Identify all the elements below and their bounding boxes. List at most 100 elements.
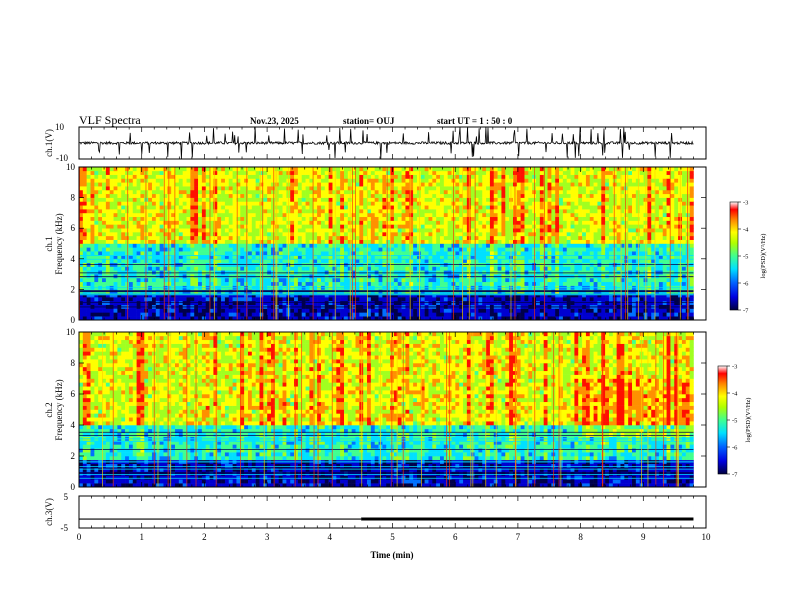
spectrogram-cell xyxy=(489,254,495,260)
spectrogram-cell xyxy=(332,243,337,248)
spectrogram-cell xyxy=(205,293,210,298)
spectrogram-cell xyxy=(374,197,379,202)
spectrogram-cell xyxy=(405,251,410,256)
spectrogram-cell xyxy=(516,258,521,263)
spectrogram-cell xyxy=(432,212,437,218)
spectrogram-cell xyxy=(290,281,295,286)
spectrogram-cell xyxy=(301,243,306,248)
spectrogram-cell xyxy=(432,167,437,172)
spectrogram-cell xyxy=(79,232,84,237)
spectrogram-cell xyxy=(171,228,176,233)
spectrogram-cell xyxy=(328,197,333,202)
spectrogram-cell xyxy=(194,209,199,214)
spectrogram-cell xyxy=(105,228,111,233)
spectrogram-cell xyxy=(320,239,326,244)
spectrogram-cell xyxy=(263,293,268,298)
spectrogram-cell xyxy=(148,224,153,229)
spectrogram-cell xyxy=(343,220,349,225)
spectrogram-cell xyxy=(489,243,495,248)
spectrogram-cell xyxy=(543,174,548,179)
spectrogram-cell xyxy=(278,201,283,206)
spectrogram-cell xyxy=(324,212,329,218)
spectrogram-cell xyxy=(489,293,495,298)
spectrogram-cell xyxy=(194,228,199,233)
spectrogram-cell xyxy=(151,189,157,195)
spectrogram-cell xyxy=(201,243,207,248)
spectrogram-cell xyxy=(182,312,187,317)
spectrogram-cell xyxy=(405,266,410,271)
spectrogram-cell xyxy=(351,209,356,214)
spectrogram-cell xyxy=(217,220,222,225)
spectrogram-cell xyxy=(117,186,122,191)
spectrogram-cell xyxy=(128,270,134,275)
spectrogram-cell xyxy=(440,239,445,244)
spectrogram-cell xyxy=(374,170,379,175)
spectrogram-cell xyxy=(474,254,479,260)
spectrogram-cell xyxy=(236,258,241,263)
spectrogram-cell xyxy=(205,270,210,275)
spectrogram-cell xyxy=(155,312,160,317)
spectrogram-cell xyxy=(105,312,111,317)
spectrogram-cell xyxy=(263,316,268,321)
spectrogram-cell xyxy=(205,170,210,175)
spectrogram-cell xyxy=(228,266,233,271)
spectrogram-cell xyxy=(320,178,326,183)
spectrogram-cell xyxy=(294,316,299,321)
spectrogram-cell xyxy=(301,274,306,279)
spectrogram-cell xyxy=(186,258,191,263)
spectrogram-cell xyxy=(151,293,157,298)
spectrogram-cell xyxy=(528,205,533,210)
spectrogram-cell xyxy=(201,300,207,306)
spectrogram-cell xyxy=(244,239,249,244)
spectrogram-cell xyxy=(282,258,287,263)
spectrogram-cell xyxy=(90,277,95,283)
spectrogram-cell xyxy=(378,178,383,183)
spectrogram-cell xyxy=(305,201,310,206)
spectrogram-cell xyxy=(267,197,272,202)
spectrogram-cell xyxy=(413,170,418,175)
spectrogram-cell xyxy=(505,266,510,271)
spectrogram-cell xyxy=(190,232,195,237)
spectrogram-cell xyxy=(332,201,337,206)
spectrogram-cell xyxy=(121,251,126,256)
spectrogram-cell xyxy=(178,216,183,221)
spectrogram-cell xyxy=(539,170,544,175)
spectrogram-cell xyxy=(301,316,306,321)
spectrogram-cell xyxy=(486,235,491,240)
spectrogram-cell xyxy=(516,308,521,313)
spectrogram-cell xyxy=(159,270,164,275)
spectrogram-cell xyxy=(128,300,134,306)
spectrogram-cell xyxy=(401,193,406,198)
spectrogram-cell xyxy=(232,224,237,229)
spectrogram-cell xyxy=(271,258,276,263)
spectrogram-cell xyxy=(228,178,233,183)
spectrogram-cell xyxy=(493,251,498,256)
spectrogram-cell xyxy=(374,193,379,198)
spectrogram-cell xyxy=(420,167,425,172)
spectrogram-cell xyxy=(90,232,95,237)
spectrogram-cell xyxy=(190,193,195,198)
spectrogram-cell xyxy=(378,235,383,240)
spectrogram-cell xyxy=(363,254,368,260)
spectrogram-cell xyxy=(401,254,406,260)
spectrogram-cell xyxy=(128,224,134,229)
spectrogram-cell xyxy=(244,197,249,202)
spectrogram-cell xyxy=(228,274,233,279)
spectrogram-cell xyxy=(416,228,422,233)
spectrogram-cell xyxy=(478,182,483,187)
spectrogram-cell xyxy=(359,174,364,179)
spectrogram-cell xyxy=(125,277,130,283)
spectrogram-cell xyxy=(324,224,329,229)
spectrogram-cell xyxy=(443,189,448,195)
spectrogram-cell xyxy=(405,193,410,198)
spectrogram-cell xyxy=(497,205,502,210)
spectrogram-cell xyxy=(536,167,541,172)
spectrogram-cell xyxy=(282,270,287,275)
spectrogram-cell xyxy=(497,170,502,175)
spectrogram-cell xyxy=(340,270,345,275)
spectrogram-cell xyxy=(463,212,468,218)
spectrogram-cell xyxy=(155,297,160,302)
spectrogram-cell xyxy=(255,178,260,183)
spectrogram-cell xyxy=(374,293,379,298)
spectrogram-cell xyxy=(336,205,341,210)
